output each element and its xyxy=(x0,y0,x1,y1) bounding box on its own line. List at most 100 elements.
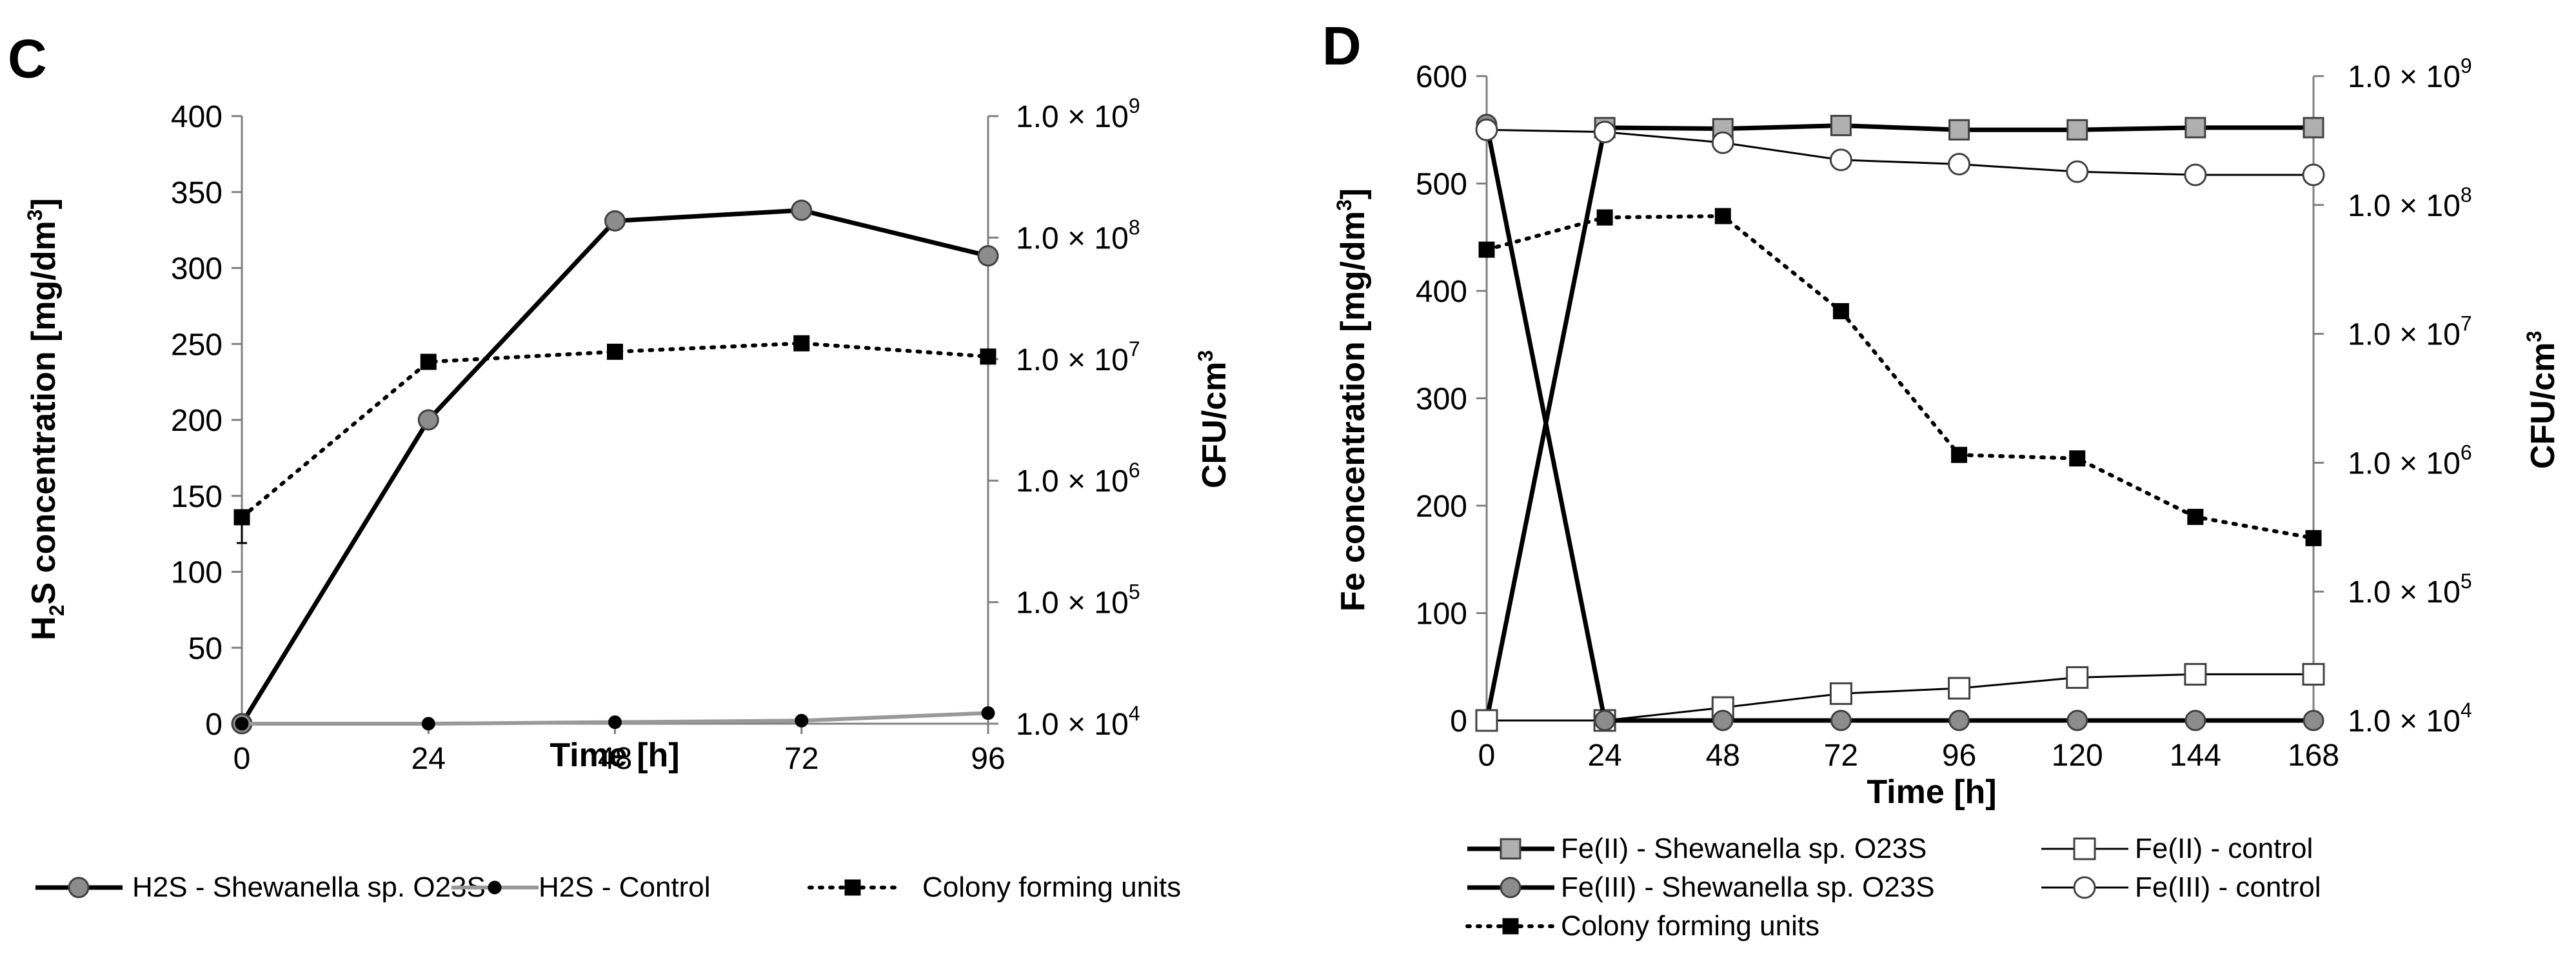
y-axis-title-right: CFU/cm3 xyxy=(1194,350,1233,488)
y-tick-label-right: 1.0 × 107 xyxy=(1016,337,1140,377)
legend-swatch-marker xyxy=(2073,837,2096,860)
x-tick-label: 24 xyxy=(411,742,446,776)
x-tick-label: 48 xyxy=(1706,739,1740,773)
series-colony-forming-units xyxy=(1478,208,2322,546)
series-line xyxy=(1484,123,2313,721)
y-tick-label-left: 100 xyxy=(1416,597,1467,631)
y-tick-label-right: 1.0 × 105 xyxy=(1016,581,1140,620)
panel-label: D xyxy=(1322,15,1362,76)
y-title-part: H xyxy=(25,616,63,640)
y-tick-label-left: 300 xyxy=(1416,382,1467,417)
tick-base: 1.0 × 10 xyxy=(2348,446,2461,481)
x-tick-label: 96 xyxy=(1942,739,1976,773)
data-point xyxy=(795,713,809,728)
tick-base: 1.0 × 10 xyxy=(2348,60,2461,94)
tick-exponent: 9 xyxy=(2461,54,2472,77)
data-point xyxy=(2305,530,2322,546)
series-fe-iii-shewanella-sp-o23s xyxy=(1476,114,2324,731)
data-point xyxy=(607,343,623,360)
data-point xyxy=(1596,209,1613,226)
y-tick-label-right: 1.0 × 108 xyxy=(2348,183,2472,223)
data-point xyxy=(981,706,995,720)
tick-base: 1.0 × 10 xyxy=(2348,318,2461,352)
legend-item: Colony forming units xyxy=(1465,910,1819,942)
data-point xyxy=(2069,450,2086,467)
data-point xyxy=(1948,119,1970,141)
legend-item: Fe(II) - control xyxy=(2041,833,2313,864)
data-point xyxy=(1711,131,1734,154)
tick-exponent: 7 xyxy=(1129,337,1140,361)
y-title-superscript: 3 xyxy=(1194,350,1217,362)
data-point xyxy=(1829,148,1852,172)
data-point xyxy=(1951,446,1968,463)
y-tick-label-left: 150 xyxy=(171,480,223,514)
legend-swatch-marker xyxy=(1500,877,1521,898)
y-tick-label-left: 0 xyxy=(205,708,223,742)
tick-exponent: 7 xyxy=(2461,312,2472,335)
y-tick-label-right: 1.0 × 109 xyxy=(2348,54,2472,94)
legend-label: Fe(III) - Shewanella sp. O23S xyxy=(1561,871,1935,903)
data-point xyxy=(1478,241,1495,258)
y-tick-label-left: 200 xyxy=(171,404,223,438)
series-line xyxy=(1485,214,2315,541)
data-point xyxy=(2303,117,2324,139)
series-h2s-shewanella-sp-o23s xyxy=(231,199,999,735)
y-title-part: CFU/cm xyxy=(1196,362,1233,488)
legend-label: Colony forming units xyxy=(922,871,1181,903)
data-point xyxy=(1830,115,1852,137)
tick-base: 1.0 × 10 xyxy=(1016,708,1129,742)
data-point xyxy=(791,199,813,221)
legend-label: Fe(II) - control xyxy=(2135,833,2313,864)
y-title-part: Fe concentration [mg/dm xyxy=(1334,211,1372,611)
x-tick-label: 96 xyxy=(971,742,1005,776)
x-tick-label: 48 xyxy=(598,742,632,776)
series-line xyxy=(240,341,990,519)
legend-item: Fe(III) - control xyxy=(2041,871,2321,903)
tick-base: 1.0 × 10 xyxy=(1016,464,1129,499)
series-fe-ii-shewanella-sp-o23s xyxy=(1476,115,2324,731)
series-line xyxy=(240,208,989,725)
data-point xyxy=(2066,160,2089,183)
y-axis-title-right: CFU/cm3 xyxy=(2522,331,2562,469)
data-point xyxy=(2185,117,2206,139)
legend-item: Fe(II) - Shewanella sp. O23S xyxy=(1467,833,1927,864)
data-point xyxy=(793,335,810,352)
data-point xyxy=(608,715,622,730)
tick-base: 1.0 × 10 xyxy=(1016,586,1129,620)
legend-label: H2S - Shewanella sp. O23S xyxy=(132,871,486,903)
data-point xyxy=(1832,303,1849,319)
series-line xyxy=(1486,128,2313,176)
legend: H2S - Shewanella sp. O23S H2S - Control Co… xyxy=(35,871,1181,903)
legend-swatch-marker xyxy=(68,877,90,898)
tick-base: 1.0 × 10 xyxy=(2348,189,2461,223)
data-point xyxy=(1593,121,1616,144)
data-point xyxy=(420,353,437,370)
data-point xyxy=(604,210,626,232)
data-point xyxy=(1712,710,1734,731)
x-tick-label: 144 xyxy=(2170,739,2221,773)
tick-exponent: 5 xyxy=(1129,581,1140,604)
y-title-part: ] xyxy=(25,198,63,209)
data-point xyxy=(1829,682,1852,705)
legend-swatch-marker xyxy=(1502,918,1519,935)
x-tick-label: 72 xyxy=(784,742,818,776)
x-tick-label: 72 xyxy=(1824,739,1858,773)
y-tick-label-right: 1.0 × 106 xyxy=(1016,459,1140,499)
y-title-part: S concentration [mg/dm xyxy=(25,221,63,604)
series-h2s-control xyxy=(235,706,995,731)
data-point xyxy=(2066,119,2088,141)
series-colony-forming-units xyxy=(233,335,996,526)
data-point xyxy=(1948,677,1971,700)
data-point xyxy=(2303,710,2324,731)
data-point xyxy=(2066,666,2089,689)
tick-base: 1.0 × 10 xyxy=(2348,575,2461,610)
data-point xyxy=(977,245,999,267)
data-point xyxy=(1948,710,1970,731)
legend-label: Fe(III) - control xyxy=(2135,871,2321,903)
data-point xyxy=(1948,153,1971,176)
y-tick-label-left: 300 xyxy=(171,252,223,286)
y-title-superscript: 3 xyxy=(23,210,46,221)
